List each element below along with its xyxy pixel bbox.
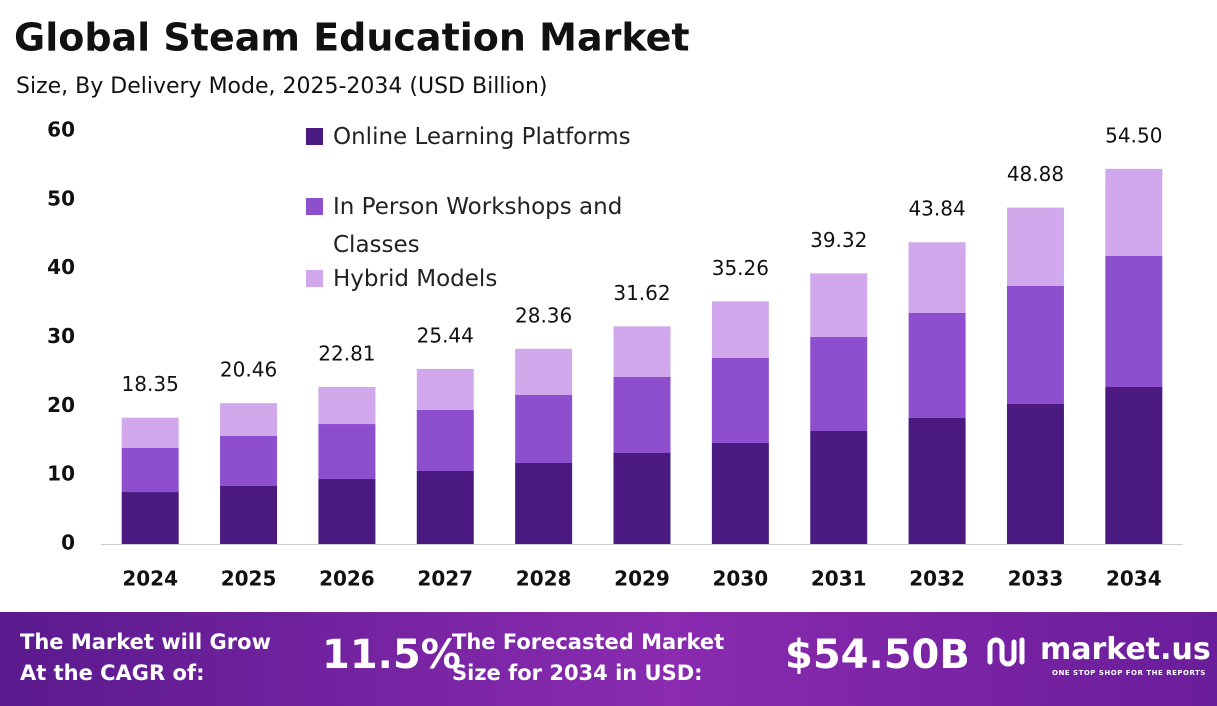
bar-segment [121,417,179,448]
bar-segment [416,368,474,410]
y-tick-label: 50 [47,186,75,210]
legend-label: Online Learning Platforms [333,124,631,150]
forecast-value: $54.50B [785,632,970,678]
bar-segment [416,409,474,471]
bar-segment [1105,256,1163,387]
x-tick-label: 2030 [713,567,769,591]
legend-item: In Person Workshops and Classes [306,188,666,264]
bar-segment [515,462,573,544]
bar-segment [810,273,868,338]
text: Size for 2034 in USD: [452,661,703,685]
bar-segment [810,337,868,431]
total-label: 28.36 [515,303,572,327]
bar-segment [220,436,278,486]
bar-segment [515,394,573,463]
x-tick-label: 2033 [1008,567,1064,591]
cagr-label: The Market will Grow At the CAGR of: [20,627,271,689]
bar-segment [711,358,769,444]
text: At the CAGR of: [20,661,205,685]
text: The Forecasted Market [452,630,725,654]
x-tick-label: 2026 [319,567,375,591]
total-label: 43.84 [908,197,965,221]
x-tick-label: 2024 [122,567,178,591]
x-tick-label: 2027 [417,567,473,591]
chart: Global Steam Education Market Size, By D… [14,16,1183,591]
total-label: 31.62 [613,281,670,305]
bar-segment [613,377,671,454]
bar-segment [613,453,671,544]
y-tick-label: 10 [47,462,75,486]
bar-segment [1006,207,1064,287]
x-tick-label: 2028 [516,567,572,591]
legend-label: Hybrid Models [333,266,498,292]
total-label: 48.88 [1007,162,1064,186]
x-tick-label: 2034 [1106,567,1162,591]
logo-icon [986,634,1030,670]
total-label: 39.32 [810,228,867,252]
bar-segment [318,386,376,425]
legend-swatch [306,270,323,287]
text: The Market will Grow [20,630,271,654]
footer: The Market will Grow At the CAGR of: 11.5… [0,612,1217,706]
y-tick-label: 0 [61,531,75,555]
bar-segment [318,479,376,544]
total-label: 25.44 [417,323,474,347]
bar-segment [1006,403,1064,544]
total-label: 20.46 [220,358,277,382]
legend-label: In Person Workshops and Classes [333,194,623,258]
bar-segment [318,424,376,480]
tagline: ONE STOP SHOP FOR THE REPORTS [1052,669,1206,677]
bar-segment [220,403,278,437]
forecast-label: The Forecasted Market Size for 2034 in US… [452,627,724,689]
total-label: 35.26 [712,256,769,280]
legend-item: Hybrid Models [306,260,666,298]
bar-segment [1105,386,1163,544]
bar-segment [908,312,966,418]
bar-segment [613,326,671,378]
cagr-value: 11.5% [322,632,461,678]
legend-swatch [306,128,323,145]
chart-title: Global Steam Education Market [14,16,690,60]
bar-segment [515,348,573,395]
bar-segment [711,443,769,544]
x-tick-label: 2031 [811,567,867,591]
bar-segment [908,417,966,544]
bar-segment [416,470,474,544]
bar-segment [810,430,868,544]
bar-segment [711,301,769,359]
x-tick-label: 2029 [614,567,670,591]
legend-swatch [306,198,323,215]
bar-segment [908,242,966,313]
x-tick-label: 2025 [221,567,277,591]
y-tick-label: 20 [47,393,75,417]
bar-segment [121,447,179,493]
total-label: 18.35 [122,372,179,396]
bar-segment [220,485,278,544]
legend-item: Online Learning Platforms [306,118,666,156]
bar-segment [1105,168,1163,257]
bar-segment [121,492,179,544]
chart-subtitle: Size, By Delivery Mode, 2025-2034 (USD B… [16,74,548,99]
x-tick-label: 2032 [909,567,965,591]
total-label: 54.50 [1105,123,1162,147]
total-label: 22.81 [318,341,375,365]
brand: market.us [1040,632,1211,667]
y-tick-label: 30 [47,324,75,348]
y-tick-label: 40 [47,255,75,279]
y-tick-label: 60 [47,118,75,142]
bar-segment [1006,286,1064,404]
